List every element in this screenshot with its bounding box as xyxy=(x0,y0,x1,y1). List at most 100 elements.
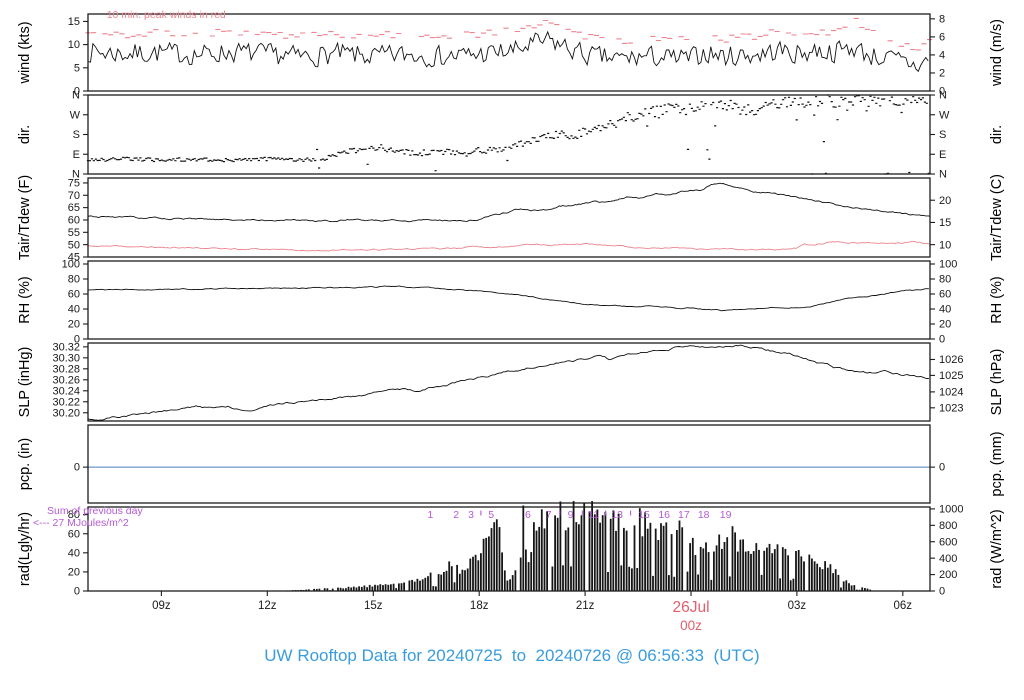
axis-title-right-slp: SLP (hPa) xyxy=(989,349,1005,416)
ytick-right-rh: 20 xyxy=(939,319,951,331)
ytick-left-dir: N xyxy=(72,90,80,102)
ytick-left-slp: 30.32 xyxy=(52,341,80,353)
ytick-right-dir: E xyxy=(939,149,946,161)
ytick-left-slp: 30.28 xyxy=(52,363,80,375)
xtick-label: 03z xyxy=(788,600,807,612)
axis-title-left-rad: rad(Lgly/hr) xyxy=(17,512,33,586)
ytick-left-rad: 60 xyxy=(68,528,80,540)
x-axis: 09z 12z 15z 18z 21z 26Jul 00z 03z 06z xyxy=(152,591,912,633)
ytick-left-rh: 0 xyxy=(74,334,80,346)
ytick-left-temp: 60 xyxy=(68,215,80,227)
ytick-right-rad: 400 xyxy=(939,553,957,565)
ytick-left-rh: 100 xyxy=(62,259,80,271)
rad-cum-label: 3 xyxy=(468,509,474,521)
ytick-left-slp: 30.30 xyxy=(52,352,80,364)
xtick-label: 12z xyxy=(258,600,277,612)
panel-border-wind xyxy=(87,13,931,92)
rad-cum-label: 5 xyxy=(488,509,494,521)
tdew-line xyxy=(87,240,931,252)
panel-border-slp xyxy=(87,342,931,422)
axis-title-right-rad: rad (W/m^2) xyxy=(989,509,1005,588)
ytick-right-slp: 1023 xyxy=(939,402,963,414)
axis-title-right-pcp: pcp. (mm) xyxy=(989,431,1005,496)
axis-title-right-dir: dir. xyxy=(989,125,1005,144)
ytick-left-rad: 80 xyxy=(68,509,80,521)
ytick-right-dir: N xyxy=(939,90,947,102)
ytick-left-dir: S xyxy=(73,129,80,141)
ytick-left-dir: N xyxy=(72,169,80,181)
ytick-left-rh: 60 xyxy=(68,289,80,301)
dir-scatter xyxy=(86,94,930,175)
ytick-left-pcp: 0 xyxy=(74,462,80,474)
slp-line xyxy=(87,344,929,421)
ytick-right-rad: 1000 xyxy=(939,504,963,516)
rad-cum-label: 9 xyxy=(568,509,574,521)
annotation-wind: 10 min. peak winds in red xyxy=(107,9,226,21)
ytick-left-dir: E xyxy=(73,149,80,161)
rad-cum-label: 19 xyxy=(720,509,732,521)
tair-line xyxy=(87,182,931,223)
ytick-right-wind: 2 xyxy=(939,68,945,80)
ytick-left-slp: 30.24 xyxy=(52,385,80,397)
ytick-left-temp: 65 xyxy=(68,202,80,214)
ytick-right-rh: 60 xyxy=(939,289,951,301)
rad-cum-label: 2 xyxy=(453,509,459,521)
figure-title: UW Rooftop Data for 20240725 to 20240726… xyxy=(264,646,760,665)
xtick-date-label: 26Jul xyxy=(672,599,709,616)
ytick-right-dir: W xyxy=(939,109,950,121)
rad-cum-label: 6 xyxy=(525,509,531,521)
ytick-right-wind: 4 xyxy=(939,50,945,62)
ytick-right-rh: 100 xyxy=(939,259,957,271)
ytick-right-temp: 15 xyxy=(939,217,951,229)
ytick-right-wind: 0 xyxy=(939,86,945,98)
axis-title-left-pcp: pcp. (in) xyxy=(17,438,33,490)
ytick-left-temp: 50 xyxy=(68,239,80,251)
ytick-left-rh: 40 xyxy=(68,304,80,316)
axis-title-right-rh: RH (%) xyxy=(989,276,1005,324)
ytick-right-wind: 8 xyxy=(939,13,945,25)
axis-title-right-temp: Tair/Tdew (C) xyxy=(989,174,1005,261)
ytick-right-wind: 6 xyxy=(939,32,945,44)
ytick-left-temp: 70 xyxy=(68,190,80,202)
xtick-label: 00z xyxy=(680,618,702,633)
rad-cum-label: 18 xyxy=(698,509,710,521)
ytick-left-rad: 0 xyxy=(74,586,80,598)
axis-title-left-wind: wind (kts) xyxy=(17,21,33,84)
ytick-right-pcp: 0 xyxy=(939,462,945,474)
axis-title-right-wind: wind (m/s) xyxy=(989,19,1005,87)
rad-cum-label: 13 xyxy=(611,509,623,521)
ytick-left-rh: 80 xyxy=(68,274,80,286)
ytick-left-temp: 55 xyxy=(68,227,80,239)
ytick-left-rad: 40 xyxy=(68,547,80,559)
ytick-left-rad: 20 xyxy=(68,567,80,579)
rh-line xyxy=(88,285,929,312)
panel-border-rh xyxy=(87,260,931,340)
ytick-left-slp: 30.20 xyxy=(52,407,80,419)
ytick-right-rad: 600 xyxy=(939,536,957,548)
rad-cum-label: 17 xyxy=(678,509,690,521)
panel-rh: 0 20 40 60 80 100 0 20 40 60 80 100 RH (%) RH (%) xyxy=(17,259,1005,346)
ytick-left-temp: 75 xyxy=(68,178,80,190)
rad-bars xyxy=(278,501,872,592)
axis-title-left-dir: dir. xyxy=(17,125,33,144)
panel-pcp: 0 0 pcp. (in) pcp. (mm) xyxy=(17,424,1005,504)
ytick-left-temp: 45 xyxy=(68,252,80,264)
ytick-left-rh: 20 xyxy=(68,319,80,331)
ytick-right-temp: 20 xyxy=(939,195,951,207)
ytick-left-wind: 5 xyxy=(74,62,80,74)
ytick-right-rad: 800 xyxy=(939,520,957,532)
rad-cum-label: 15 xyxy=(638,509,650,521)
panel-border-temp xyxy=(87,177,931,258)
axis-title-left-temp: Tair/Tdew (F) xyxy=(17,175,33,260)
rad-cum-label: 11 xyxy=(588,509,599,521)
ytick-left-wind: 15 xyxy=(68,16,80,28)
ytick-left-slp: 30.26 xyxy=(52,374,80,386)
ytick-left-wind: 10 xyxy=(68,39,80,51)
axis-title-left-rh: RH (%) xyxy=(17,276,33,324)
ytick-right-rad: 0 xyxy=(939,586,945,598)
wind-avg-line xyxy=(87,30,929,73)
